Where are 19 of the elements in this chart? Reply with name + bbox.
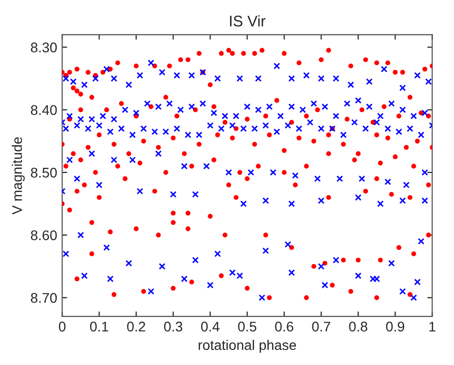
x-tick-label: 0.7 [312,322,330,332]
chart-title: IS Vir [230,15,266,26]
y-tick-label: 8.30 [30,42,57,52]
x-tick-label: 0.8 [349,322,368,332]
x-tick-label: 0.9 [386,322,404,332]
x-tick-label: 0 [58,322,66,332]
x-tick-label: 0.4 [201,322,220,332]
y-tick-label: 8.70 [30,293,57,303]
x-tick-label: 0.3 [164,322,182,332]
y-tick-label: 8.60 [30,230,57,240]
y-tick-label: 8.40 [30,105,57,115]
x-axis-title: rotational phase [198,340,296,353]
x-tick-label: 0.5 [238,322,256,332]
x-tick-label: 0.2 [127,322,146,332]
x-tick-label: 1 [429,322,436,332]
x-tick-label: 0.6 [275,322,294,332]
y-tick-label: 8.50 [30,168,57,178]
x-tick-label: 0.1 [90,322,108,332]
y-axis-title: V magnitude [12,137,25,214]
